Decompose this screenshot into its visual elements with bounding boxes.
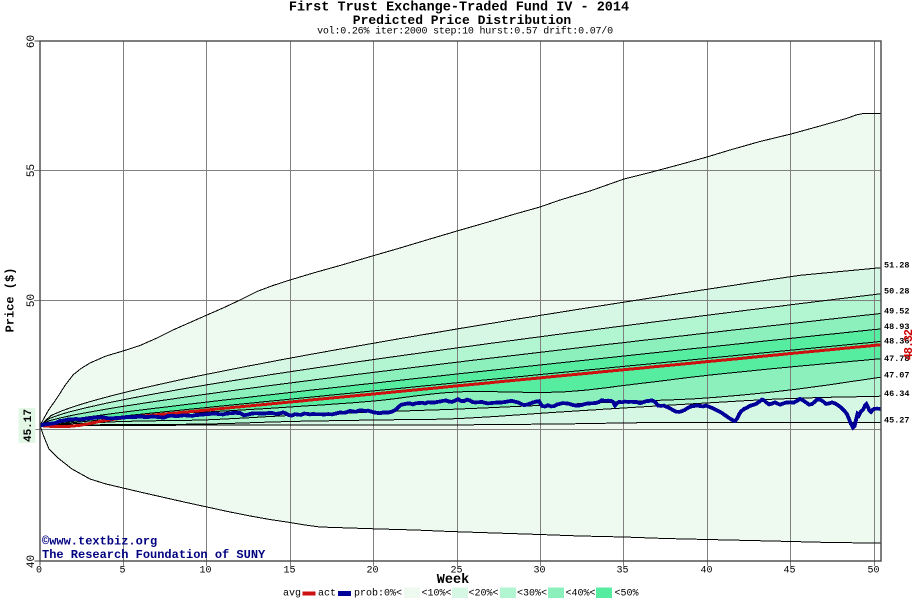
svg-text:<20%<: <20%< <box>469 589 499 600</box>
svg-text:48.36: 48.36 <box>884 337 910 347</box>
svg-text:48.93: 48.93 <box>884 322 910 332</box>
svg-text:50: 50 <box>867 566 879 577</box>
svg-text:35: 35 <box>616 566 628 577</box>
svg-text:©www.textbiz.org: ©www.textbiz.org <box>42 535 157 549</box>
svg-text:Week: Week <box>437 573 469 588</box>
svg-text:47.78: 47.78 <box>884 354 910 364</box>
svg-text:30: 30 <box>533 566 545 577</box>
svg-text:<50%: <50% <box>615 589 639 600</box>
svg-text:First Trust Exchange-Traded Fu: First Trust Exchange-Traded Fund IV - 20… <box>289 1 629 16</box>
svg-text:The Research Foundation of SUN: The Research Foundation of SUNY <box>42 548 266 562</box>
svg-text:Price ($): Price ($) <box>4 268 18 333</box>
svg-text:45.17: 45.17 <box>23 409 35 442</box>
svg-text:<10%<: <10%< <box>422 589 452 600</box>
svg-text:46.34: 46.34 <box>884 389 910 399</box>
svg-text:45: 45 <box>783 566 795 577</box>
svg-text:act: act <box>318 589 336 600</box>
svg-text:15: 15 <box>283 566 295 577</box>
svg-text:20: 20 <box>366 566 378 577</box>
svg-text:prob:0%<: prob:0%< <box>354 588 402 600</box>
svg-text:5: 5 <box>119 566 125 577</box>
svg-text:40: 40 <box>700 566 712 577</box>
svg-text:25: 25 <box>450 566 462 577</box>
svg-text:10: 10 <box>199 566 211 577</box>
svg-text:50.28: 50.28 <box>884 287 910 297</box>
svg-text:48.32: 48.32 <box>903 329 916 360</box>
svg-text:<40%<: <40%< <box>566 589 596 600</box>
svg-text:40: 40 <box>26 555 38 568</box>
svg-text:0: 0 <box>36 566 42 577</box>
svg-text:Predicted Price Distribution: Predicted Price Distribution <box>353 13 572 28</box>
svg-text:55: 55 <box>26 164 38 177</box>
svg-text:50: 50 <box>26 294 38 307</box>
svg-text:51.28: 51.28 <box>884 261 910 271</box>
svg-text:avg: avg <box>283 589 301 600</box>
svg-text:vol:0.26% iter:2000 step:10 hu: vol:0.26% iter:2000 step:10 hurst:0.57 d… <box>317 26 613 38</box>
svg-text:<30%<: <30%< <box>517 589 547 600</box>
svg-text:49.52: 49.52 <box>884 307 910 317</box>
svg-text:45.27: 45.27 <box>884 416 910 426</box>
svg-text:60: 60 <box>26 35 38 48</box>
svg-text:47.07: 47.07 <box>884 371 910 381</box>
